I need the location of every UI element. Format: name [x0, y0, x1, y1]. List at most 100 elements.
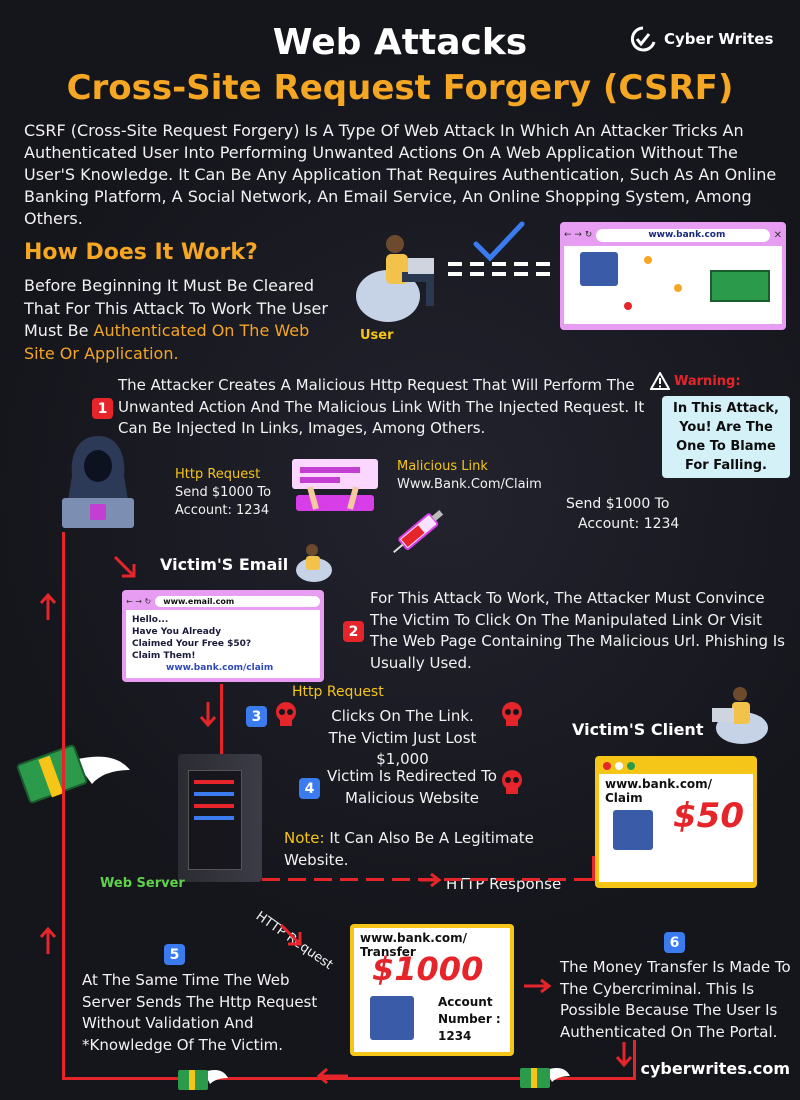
email-line: Claimed Your Free $50?: [132, 639, 252, 649]
arrow-up-icon: [39, 592, 57, 620]
arrow-right-icon: [524, 978, 552, 994]
http-request-line1: Send $1000 To: [175, 485, 272, 500]
step-5-badge: 5: [164, 944, 185, 965]
warning-label: Warning:: [674, 373, 741, 389]
step-3-text: Clicks On The Link. The Victim Just Lost…: [300, 706, 505, 771]
step-2-text: For This Attack To Work, The Attacker Mu…: [370, 589, 785, 672]
arrow-down-icon: [199, 702, 217, 728]
web-server-icon: [178, 754, 262, 882]
footer-site: cyberwrites.com: [640, 1059, 790, 1078]
connection-line-2: [448, 272, 558, 276]
arrow-right-icon: [420, 872, 442, 888]
step-3-text2: The Victim Just Lost $1,000: [328, 728, 477, 769]
check-icon: [473, 221, 525, 262]
nav-icons: ← → ↻: [564, 230, 593, 240]
how-text: Before Beginning It Must Be Cleared That…: [24, 275, 334, 365]
http-request-line2: Account: 1234: [175, 503, 270, 518]
transfer-page: www.bank.com/ Transfer $1000 Account Num…: [354, 928, 510, 1052]
flow-line-bottom: [62, 1077, 636, 1080]
email-nav-icons: ← → ↻: [126, 596, 152, 606]
keyboard-illustration: [290, 457, 380, 517]
arrow-down-icon: [615, 1042, 633, 1068]
syringe-icon: [393, 510, 444, 553]
arrow-down-right-icon: [113, 555, 136, 578]
email-line: Claim Them!: [132, 651, 196, 661]
arrow-left-icon: [316, 1067, 348, 1085]
email-body: Hello... Have You Already Claimed Your F…: [126, 610, 320, 678]
client-page: www.bank.com/ Claim $50: [599, 774, 753, 882]
hacker-illustration: [54, 432, 142, 532]
email-heading: Victim'S Email: [160, 555, 289, 574]
money-wings-icon: [178, 1070, 228, 1090]
bank-icon: [580, 252, 618, 286]
how-text-highlight: Authenticated On The Web Site Or Applica…: [24, 321, 310, 363]
warning-icon: [650, 372, 670, 390]
client-browser: www.bank.com/ Claim $50: [595, 756, 757, 888]
victim-email-icon: [296, 544, 332, 582]
money-icon: [710, 270, 770, 302]
money-wings-icon: [520, 1068, 570, 1088]
intro-text: CSRF (Cross-Site Request Forgery) Is A T…: [24, 121, 777, 228]
flow-line-response-up: [592, 856, 595, 881]
skull-icon: [276, 702, 296, 726]
http-request-label: Http Request: [175, 467, 261, 482]
step-1-text: The Attacker Creates A Malicious Http Re…: [118, 376, 645, 437]
step-4-note: Note: It Can Also Be A Legitimate Websit…: [284, 828, 544, 871]
connection-line: [448, 262, 558, 266]
step-2-badge: 2: [343, 621, 364, 642]
flow-line-right: [633, 1040, 636, 1080]
step-6-badge: 6: [664, 932, 685, 953]
malicious-link-block: Malicious Link Www.Bank.Com/Claim: [397, 458, 542, 494]
malicious-link-label: Malicious Link: [397, 459, 488, 474]
step-4-text2: Malicious Website: [345, 788, 479, 807]
transfer-amount: $1000: [372, 950, 484, 988]
skull-icon: [502, 770, 522, 794]
victim-client-icon: [712, 687, 768, 744]
note-label: Note:: [284, 829, 325, 847]
client-amount: $50: [673, 796, 744, 836]
email-line: Hello...: [132, 615, 169, 625]
send-note-line2: Account: 1234: [578, 516, 680, 532]
web-server-label: Web Server: [100, 876, 185, 891]
note-text: It Can Also Be A Legitimate Website.: [284, 829, 534, 869]
bank-browser: ← → ↻ www.bank.com ✕: [560, 222, 786, 330]
step-4-text: Victim Is Redirected To Malicious Websit…: [327, 766, 497, 809]
bank-url: www.bank.com: [596, 228, 770, 242]
email-link[interactable]: www.bank.com/claim: [166, 663, 274, 673]
send-note: Send $1000 To Account: 1234: [566, 494, 679, 534]
flow-line-email-server: [220, 684, 223, 754]
user-illustration: [350, 228, 460, 328]
user-label: User: [360, 328, 394, 343]
http-request-block: Http Request Send $1000 To Account: 1234: [175, 466, 271, 520]
step-3-label: Http Request: [292, 684, 384, 700]
bank-icon: [613, 810, 653, 850]
bank-icon: [370, 996, 414, 1040]
how-heading: How Does It Work?: [24, 240, 258, 265]
window-dots: [599, 760, 753, 772]
brand-logo: Cyber Writes: [628, 26, 773, 52]
skull-icon: [502, 702, 522, 726]
step-5-text: At The Same Time The Web Server Sends Th…: [82, 971, 318, 1054]
step-4-badge: 4: [299, 778, 320, 799]
client-url: www.bank.com/ Claim: [605, 777, 713, 805]
how-text-plain: Before Beginning It Must Be Cleared That…: [24, 276, 328, 340]
transfer-browser: www.bank.com/ Transfer $1000 Account Num…: [350, 924, 514, 1056]
flow-line-left: [62, 532, 65, 1080]
arrow-up-icon: [39, 926, 57, 954]
money-wings-icon: [16, 744, 130, 804]
email-line: Have You Already: [132, 627, 222, 637]
arrow-down-right-icon: [279, 923, 302, 946]
email-url: www.email.com: [155, 595, 320, 607]
step-4-text1: Victim Is Redirected To: [327, 767, 497, 785]
step-1-badge: 1: [92, 398, 113, 419]
page-title: Web Attacks: [272, 22, 528, 63]
send-note-line1: Send $1000 To: [566, 496, 670, 512]
close-icon: ✕: [773, 229, 782, 241]
transfer-account: Account Number : 1234: [438, 995, 501, 1043]
warning-box: In This Attack, You! Are The One To Blam…: [662, 396, 790, 478]
step-3-text1: Clicks On The Link.: [331, 707, 474, 725]
email-browser: ← → ↻ www.email.com Hello... Have You Al…: [122, 590, 324, 682]
transfer-url: www.bank.com/ Transfer: [360, 931, 468, 959]
warning: Warning:: [650, 372, 741, 390]
